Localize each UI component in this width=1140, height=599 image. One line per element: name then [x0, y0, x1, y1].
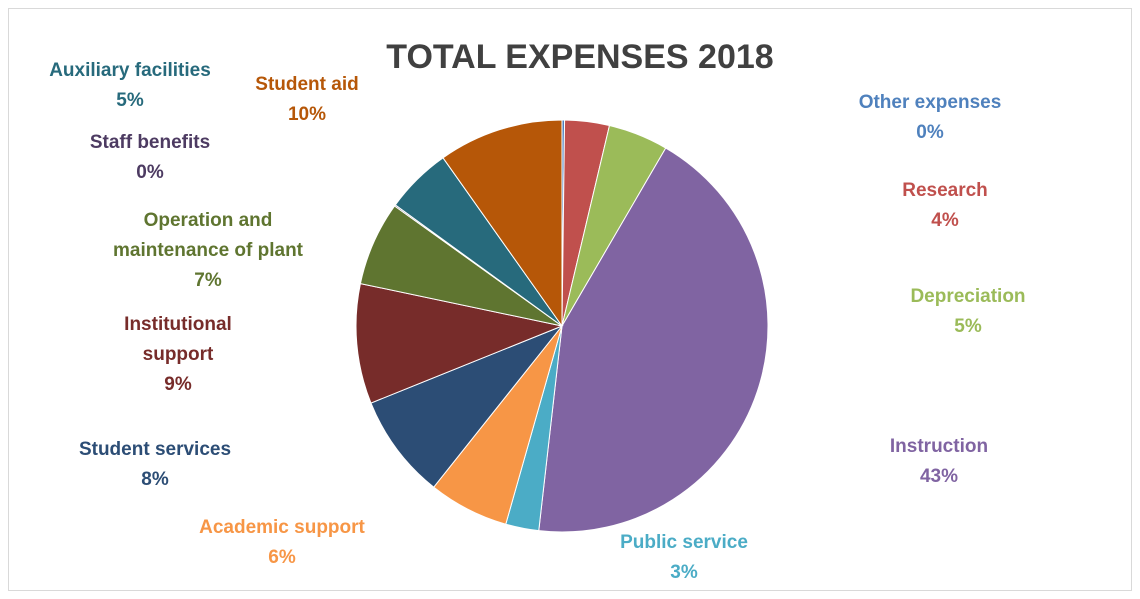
chart-title: TOTAL EXPENSES 2018: [386, 38, 773, 76]
slice-label-student-aid: Student aid 10%: [255, 74, 358, 125]
pie-slice-student-services: [370, 324, 564, 488]
slice-label-instruction: Instruction 43%: [890, 436, 988, 487]
slice-label-research: Research 4%: [902, 180, 988, 231]
slice-label-public-service: Public service 3%: [620, 532, 748, 583]
slice-label-academic-support: Academic support 6%: [199, 517, 365, 568]
slice-label-operation-and-maintenance-of-plant: Operation and maintenance of plant 7%: [113, 210, 304, 291]
slice-label-depreciation: Depreciation 5%: [910, 286, 1025, 337]
pie-slice-student-aid: [442, 119, 563, 328]
pie-slice-instruction: [538, 147, 769, 533]
slice-label-auxiliary-facilities: Auxiliary facilities 5%: [49, 60, 211, 111]
pie-slices: [355, 119, 769, 533]
pie-labels: Other expenses 0% Research 4% Depreciation 5%…: [49, 60, 1025, 583]
slice-label-staff-benefits: Staff benefits 0%: [90, 132, 210, 183]
slice-label-student-services: Student services 8%: [79, 439, 231, 490]
slice-label-other-expenses: Other expenses 0%: [859, 92, 1002, 143]
slice-label-institutional-support: Institutional support 9%: [124, 314, 232, 395]
pie-slice-institutional-support: [355, 282, 564, 404]
